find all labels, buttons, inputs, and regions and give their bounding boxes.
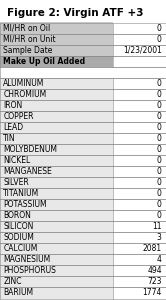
Bar: [0, 34, 113, 45]
Bar: [113, 232, 166, 243]
Text: COPPER: COPPER: [3, 112, 34, 121]
Bar: [0, 122, 113, 133]
Text: 0: 0: [157, 178, 162, 187]
Bar: [0, 22, 113, 34]
Text: SILVER: SILVER: [3, 178, 29, 187]
Bar: [113, 144, 166, 155]
Bar: [113, 133, 166, 144]
Text: 2081: 2081: [143, 244, 162, 253]
Bar: [0, 78, 113, 89]
Text: IRON: IRON: [3, 101, 23, 110]
Text: ZINC: ZINC: [3, 278, 22, 286]
Text: BORON: BORON: [3, 211, 31, 220]
Text: MI/HR on Oil: MI/HR on Oil: [3, 23, 51, 32]
Text: ALUMINUM: ALUMINUM: [3, 79, 45, 88]
Bar: [113, 34, 166, 45]
Bar: [0, 67, 166, 78]
Bar: [113, 155, 166, 166]
Bar: [0, 56, 113, 67]
Bar: [0, 133, 113, 144]
Text: Make Up Oil Added: Make Up Oil Added: [3, 57, 85, 66]
Bar: [113, 45, 166, 56]
Text: MI/HR on Unit: MI/HR on Unit: [3, 34, 56, 43]
Text: 0: 0: [157, 211, 162, 220]
Bar: [0, 243, 113, 254]
Bar: [113, 210, 166, 221]
Text: 0: 0: [157, 200, 162, 209]
Bar: [0, 45, 113, 56]
Bar: [113, 89, 166, 100]
Text: 4: 4: [157, 255, 162, 264]
Text: 723: 723: [147, 278, 162, 286]
Text: 11: 11: [152, 222, 162, 231]
Bar: [0, 144, 113, 155]
Text: 494: 494: [147, 266, 162, 275]
Bar: [0, 210, 113, 221]
Text: NICKEL: NICKEL: [3, 156, 31, 165]
Bar: [0, 199, 113, 210]
Bar: [0, 232, 113, 243]
Bar: [113, 78, 166, 89]
Bar: [0, 188, 113, 199]
Text: TITANIUM: TITANIUM: [3, 189, 40, 198]
Bar: [113, 221, 166, 232]
Bar: [0, 155, 113, 166]
Bar: [113, 122, 166, 133]
Text: 0: 0: [157, 156, 162, 165]
Text: 0: 0: [157, 23, 162, 32]
Bar: [0, 287, 113, 298]
Text: Sample Date: Sample Date: [3, 46, 53, 55]
Text: MANGANESE: MANGANESE: [3, 167, 52, 176]
Bar: [113, 199, 166, 210]
Bar: [0, 100, 113, 111]
Bar: [113, 22, 166, 34]
Bar: [113, 287, 166, 298]
Text: 0: 0: [157, 123, 162, 132]
Bar: [113, 276, 166, 287]
Bar: [0, 221, 113, 232]
Bar: [0, 276, 113, 287]
Bar: [113, 56, 166, 67]
Bar: [113, 266, 166, 276]
Text: 0: 0: [157, 134, 162, 143]
Bar: [0, 89, 113, 100]
Bar: [113, 100, 166, 111]
Text: 0: 0: [157, 189, 162, 198]
Text: POTASSIUM: POTASSIUM: [3, 200, 47, 209]
Text: 1774: 1774: [142, 289, 162, 298]
Text: TIN: TIN: [3, 134, 16, 143]
Text: SILICON: SILICON: [3, 222, 34, 231]
Bar: [0, 177, 113, 188]
Text: 0: 0: [157, 101, 162, 110]
Text: LEAD: LEAD: [3, 123, 23, 132]
Text: 0: 0: [157, 79, 162, 88]
Text: 0: 0: [157, 167, 162, 176]
Text: MAGNESIUM: MAGNESIUM: [3, 255, 51, 264]
Bar: [0, 266, 113, 276]
Text: CHROMIUM: CHROMIUM: [3, 90, 47, 99]
Bar: [0, 166, 113, 177]
Text: BARIUM: BARIUM: [3, 289, 33, 298]
Text: 0: 0: [157, 112, 162, 121]
Bar: [113, 177, 166, 188]
Bar: [113, 243, 166, 254]
Bar: [0, 254, 113, 266]
Bar: [113, 166, 166, 177]
Text: 0: 0: [157, 34, 162, 43]
Bar: [113, 188, 166, 199]
Text: 1/23/2001: 1/23/2001: [123, 46, 162, 55]
Text: 0: 0: [157, 145, 162, 154]
Bar: [113, 254, 166, 266]
Text: CALCIUM: CALCIUM: [3, 244, 38, 253]
Bar: [0, 111, 113, 122]
Text: PHOSPHORUS: PHOSPHORUS: [3, 266, 56, 275]
Text: 3: 3: [157, 233, 162, 242]
Text: MOLYBDENUM: MOLYBDENUM: [3, 145, 57, 154]
Bar: [113, 111, 166, 122]
Text: 0: 0: [157, 90, 162, 99]
Text: SODIUM: SODIUM: [3, 233, 34, 242]
Text: Figure 2: Virgin ATF +3: Figure 2: Virgin ATF +3: [7, 8, 143, 17]
